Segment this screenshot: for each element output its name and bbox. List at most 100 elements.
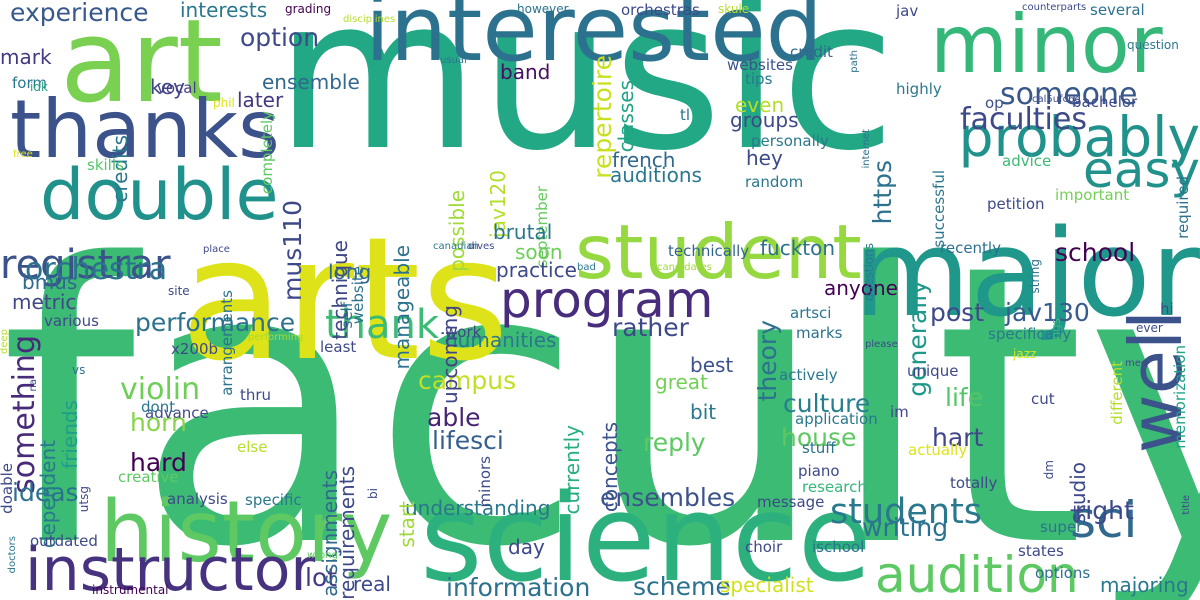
cloud-word: brutal	[493, 220, 553, 244]
cloud-word: post	[930, 298, 984, 327]
cloud-word: completely	[258, 111, 276, 195]
cloud-word: later	[237, 88, 284, 112]
cloud-word: practice	[496, 258, 577, 282]
cloud-word: classes	[614, 80, 638, 153]
cloud-word: jav	[896, 2, 919, 20]
cloud-word: string	[1028, 259, 1042, 294]
cloud-word: students	[830, 492, 983, 532]
cloud-word: audition	[875, 546, 1079, 600]
cloud-word: tl	[680, 106, 691, 124]
cloud-word: unique	[907, 362, 959, 380]
cloud-word: states	[1018, 542, 1064, 560]
cloud-word: analysis	[167, 490, 228, 508]
cloud-word: student	[575, 208, 862, 296]
cloud-word: interested	[365, 0, 823, 82]
cloud-word: performance	[135, 308, 296, 337]
cloud-word: thanks	[10, 83, 280, 176]
cloud-word: dives	[468, 241, 495, 252]
cloud-word: ensembles	[600, 483, 736, 512]
cloud-word: vs	[72, 363, 86, 377]
cloud-word: specialist	[720, 573, 814, 597]
cloud-word: someone	[1000, 77, 1138, 112]
cloud-word: dm	[1042, 460, 1056, 480]
cloud-word: mark	[0, 45, 52, 69]
cloud-word: canadian	[433, 241, 479, 252]
cloud-word: french	[612, 148, 676, 172]
cloud-word: horn	[130, 408, 187, 437]
cloud-word: arrangements	[218, 290, 236, 396]
cloud-word: form	[12, 74, 47, 92]
cloud-word: stuff	[802, 439, 836, 457]
cloud-word: site	[168, 284, 190, 298]
cloud-word: jazz	[1013, 347, 1037, 361]
cloud-word: personally	[751, 132, 829, 150]
cloud-word: please	[865, 339, 898, 350]
cloud-word: humanities	[445, 328, 557, 352]
cloud-word: groups	[730, 108, 799, 132]
cloud-word: science	[420, 470, 872, 600]
cloud-word: concepts	[598, 422, 622, 513]
cloud-word: hey	[746, 146, 783, 170]
cloud-word: performing	[248, 332, 304, 343]
cloud-word: lot	[305, 563, 338, 592]
cloud-word: ensemble	[262, 70, 360, 94]
cloud-word: culture	[783, 389, 871, 418]
cloud-word: fuckton	[760, 236, 836, 260]
cloud-word: website	[349, 266, 367, 325]
cloud-word: grading	[285, 2, 332, 16]
cloud-word: art	[60, 0, 223, 129]
cloud-word: doable	[0, 463, 16, 514]
cloud-word: questions	[862, 243, 876, 302]
cloud-word: registrar	[0, 242, 171, 288]
cloud-word: cut	[1031, 390, 1055, 408]
cloud-word: minor	[930, 0, 1163, 91]
cloud-word: faculty	[0, 183, 1200, 600]
cloud-word: credit	[790, 43, 833, 61]
cloud-word: bi	[366, 488, 380, 499]
cloud-word: reply	[643, 428, 706, 457]
cloud-word: lifesci	[432, 426, 504, 455]
cloud-word: actually	[908, 441, 968, 459]
cloud-word: campus	[418, 366, 517, 395]
cloud-word: message	[757, 493, 825, 511]
cloud-word: else	[237, 438, 268, 456]
cloud-word: skule	[718, 2, 750, 16]
cloud-word: na	[28, 379, 39, 392]
cloud-word: best	[690, 353, 734, 377]
cloud-word: right	[1075, 496, 1134, 525]
cloud-word: start	[395, 501, 419, 548]
cloud-word: title	[1181, 495, 1192, 515]
cloud-word: option	[240, 23, 320, 52]
cloud-word: work	[445, 323, 482, 341]
cloud-word: im	[890, 403, 909, 421]
cloud-word: however	[517, 2, 569, 16]
cloud-word: majoring	[1100, 573, 1189, 597]
cloud-word: op	[985, 94, 1004, 112]
cloud-word: key	[150, 75, 186, 99]
cloud-word: thank	[325, 302, 440, 348]
cloud-word: ischool	[812, 538, 865, 556]
cloud-word: interests	[180, 0, 268, 22]
cloud-word: counterparts	[1022, 2, 1087, 13]
cloud-word: scheme	[633, 572, 731, 600]
cloud-word: history	[100, 483, 393, 582]
cloud-word: memorization	[1171, 345, 1189, 449]
cloud-word: auditions	[610, 163, 702, 187]
cloud-word: probably	[958, 105, 1200, 169]
cloud-word: friends	[58, 400, 82, 469]
cloud-word: tips	[745, 70, 773, 88]
cloud-word: understanding	[405, 496, 551, 520]
cloud-word: specifically	[988, 325, 1072, 343]
cloud-word: studio	[1066, 462, 1090, 524]
cloud-word: upcoming	[438, 305, 462, 405]
cloud-word: long	[328, 260, 372, 284]
cloud-word: bmus	[22, 270, 78, 294]
cloud-word: important	[1055, 186, 1130, 204]
cloud-word: hard	[130, 448, 187, 477]
cloud-word: free	[13, 149, 33, 160]
cloud-word: mus110	[278, 200, 307, 301]
cloud-word: double	[40, 154, 279, 236]
cloud-word: ideas	[12, 478, 79, 507]
cloud-word: thru	[240, 386, 272, 404]
